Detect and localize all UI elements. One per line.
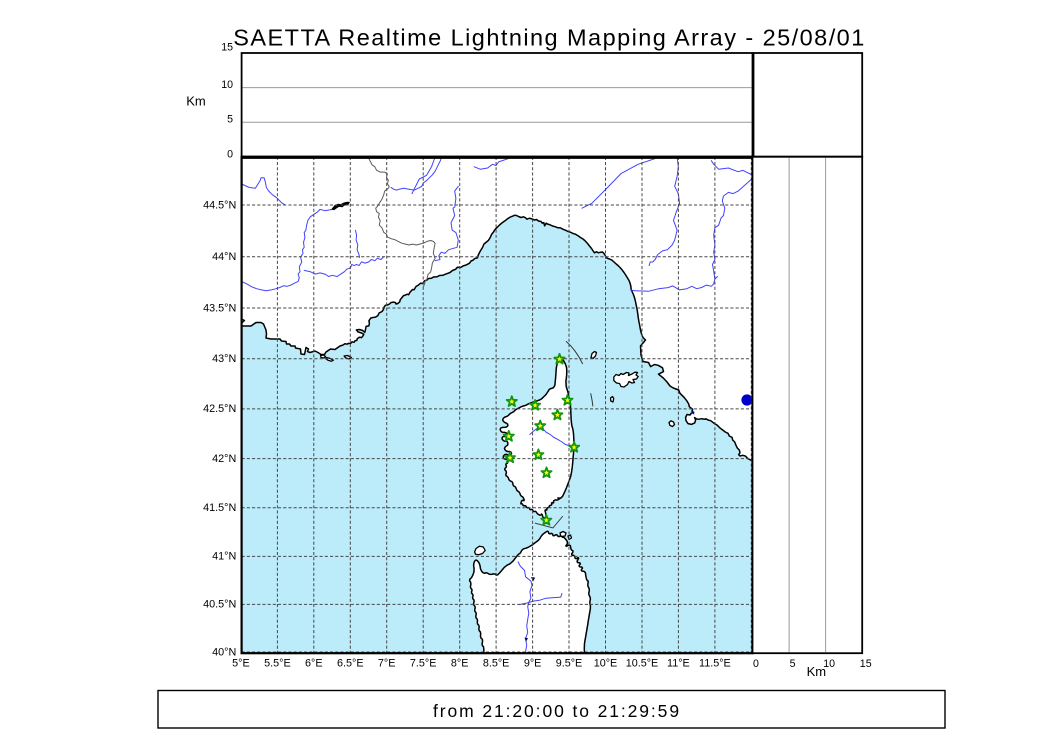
svg-text:42°N: 42°N [212,453,236,465]
svg-text:10: 10 [823,658,835,670]
svg-text:Km: Km [807,664,827,679]
svg-text:7.5°E: 7.5°E [410,658,437,670]
svg-text:41°N: 41°N [212,551,236,563]
svg-text:11°E: 11°E [667,658,690,670]
svg-text:40.5°N: 40.5°N [203,599,236,611]
svg-text:11.5°E: 11.5°E [699,658,731,670]
svg-text:8.5°E: 8.5°E [483,658,510,670]
svg-text:0: 0 [227,148,233,160]
svg-text:42.5°N: 42.5°N [203,403,236,415]
svg-text:9°E: 9°E [524,658,542,670]
svg-text:SAETTA Realtime Lightning Mapp: SAETTA Realtime Lightning Mapping Array … [233,25,865,51]
svg-text:15: 15 [221,42,233,54]
svg-text:43.5°N: 43.5°N [203,302,236,314]
svg-text:6°E: 6°E [305,658,323,670]
svg-text:5.5°E: 5.5°E [264,658,291,670]
svg-text:Km: Km [186,93,206,108]
svg-text:6.5°E: 6.5°E [337,658,364,670]
svg-text:5°E: 5°E [232,658,250,670]
svg-text:from 21:20:00 to 21:29:59: from 21:20:00 to 21:29:59 [433,701,681,721]
svg-text:5: 5 [227,114,233,126]
svg-text:10.5°E: 10.5°E [626,658,659,670]
svg-text:9.5°E: 9.5°E [556,658,583,670]
svg-text:7°E: 7°E [378,658,396,670]
svg-text:10°E: 10°E [594,658,618,670]
svg-text:0: 0 [753,658,759,670]
svg-text:10: 10 [221,79,233,91]
svg-text:41.5°N: 41.5°N [203,502,236,514]
svg-text:44.5°N: 44.5°N [203,199,236,211]
svg-text:44°N: 44°N [212,251,236,263]
svg-text:43°N: 43°N [212,353,236,365]
svg-text:5: 5 [790,658,796,670]
svg-text:8°E: 8°E [451,658,469,670]
svg-text:15: 15 [860,658,872,670]
svg-text:40°N: 40°N [212,646,236,658]
